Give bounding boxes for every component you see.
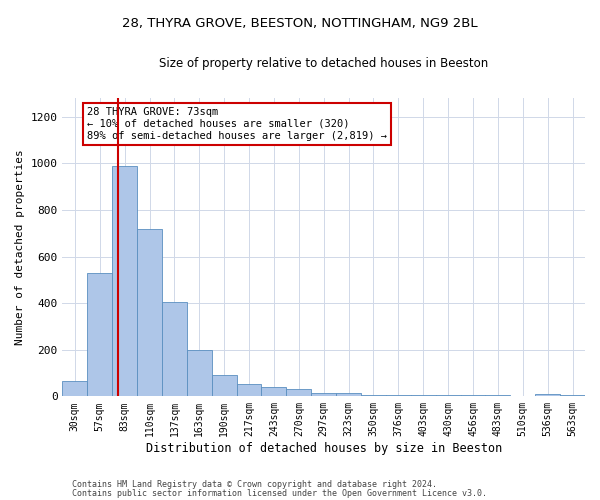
Bar <box>212 376 236 396</box>
Bar <box>236 384 262 396</box>
Bar <box>286 390 311 396</box>
Text: Contains HM Land Registry data © Crown copyright and database right 2024.: Contains HM Land Registry data © Crown c… <box>72 480 437 489</box>
Bar <box>386 395 411 396</box>
Bar <box>485 395 511 396</box>
Bar <box>535 394 560 396</box>
Title: Size of property relative to detached houses in Beeston: Size of property relative to detached ho… <box>159 58 488 70</box>
Bar <box>336 393 361 396</box>
Y-axis label: Number of detached properties: Number of detached properties <box>15 150 25 345</box>
Text: 28, THYRA GROVE, BEESTON, NOTTINGHAM, NG9 2BL: 28, THYRA GROVE, BEESTON, NOTTINGHAM, NG… <box>122 18 478 30</box>
Bar <box>162 302 187 396</box>
Bar <box>112 166 137 396</box>
Bar <box>262 388 286 396</box>
Bar <box>461 395 485 396</box>
Bar <box>137 228 162 396</box>
Bar <box>88 273 112 396</box>
Text: 28 THYRA GROVE: 73sqm
← 10% of detached houses are smaller (320)
89% of semi-det: 28 THYRA GROVE: 73sqm ← 10% of detached … <box>88 108 388 140</box>
Bar <box>411 395 436 396</box>
X-axis label: Distribution of detached houses by size in Beeston: Distribution of detached houses by size … <box>146 442 502 455</box>
Text: Contains public sector information licensed under the Open Government Licence v3: Contains public sector information licen… <box>72 489 487 498</box>
Bar <box>311 393 336 396</box>
Bar <box>361 395 386 396</box>
Bar <box>187 350 212 397</box>
Bar <box>560 395 585 396</box>
Bar <box>436 395 461 396</box>
Bar <box>62 381 88 396</box>
